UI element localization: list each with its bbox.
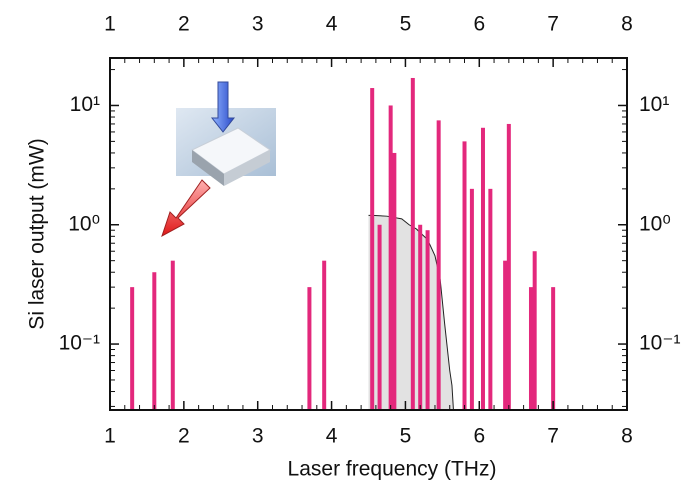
x-tick-label-top: 4: [326, 13, 338, 36]
plot-frame: [109, 57, 628, 411]
bar: [152, 272, 157, 410]
bar: [532, 251, 537, 410]
x-tick-label-top: 3: [252, 13, 264, 36]
bar: [307, 287, 312, 410]
bar: [503, 260, 508, 410]
bar: [170, 260, 175, 410]
bar: [528, 287, 533, 410]
y-axis-label: Si laser output (mW): [26, 138, 49, 329]
y-tick-label-right: 10⁰: [639, 212, 671, 235]
bar: [370, 88, 375, 410]
y-tick-label: 10⁻¹: [59, 332, 100, 355]
x-tick-label: 7: [547, 425, 559, 448]
bar: [425, 230, 430, 410]
bar: [462, 141, 467, 410]
bar: [488, 188, 493, 410]
bar: [469, 188, 474, 410]
x-tick-label-top: 7: [547, 13, 559, 36]
bar: [388, 105, 393, 410]
y-tick-label-right: 10¹: [639, 93, 669, 116]
bar: [436, 120, 441, 410]
x-tick-label: 8: [621, 425, 633, 448]
x-tick-label-top: 8: [621, 13, 633, 36]
bar: [480, 127, 485, 410]
x-tick-label: 5: [400, 425, 412, 448]
x-tick-label-top: 5: [400, 13, 412, 36]
x-tick-label: 4: [326, 425, 338, 448]
x-tick-label: 6: [473, 425, 485, 448]
x-tick-label-top: 2: [178, 13, 190, 36]
bar: [377, 224, 382, 410]
x-tick-label: 3: [252, 425, 264, 448]
y-tick-label: 10¹: [70, 93, 100, 116]
bar: [551, 287, 556, 410]
x-tick-label: 1: [104, 425, 116, 448]
bar: [506, 123, 511, 411]
bar: [392, 152, 397, 410]
y-tick-label-right: 10⁻¹: [639, 332, 680, 355]
bar: [410, 77, 415, 411]
x-tick-label-top: 1: [104, 13, 116, 36]
y-tick-label: 10⁰: [68, 212, 100, 235]
bar: [418, 224, 423, 410]
inset-image: [161, 81, 276, 238]
bar: [322, 260, 327, 410]
x-axis-label: Laser frequency (THz): [288, 458, 497, 481]
x-tick-label-top: 6: [473, 13, 485, 36]
bar: [130, 287, 135, 410]
x-tick-label: 2: [178, 425, 190, 448]
